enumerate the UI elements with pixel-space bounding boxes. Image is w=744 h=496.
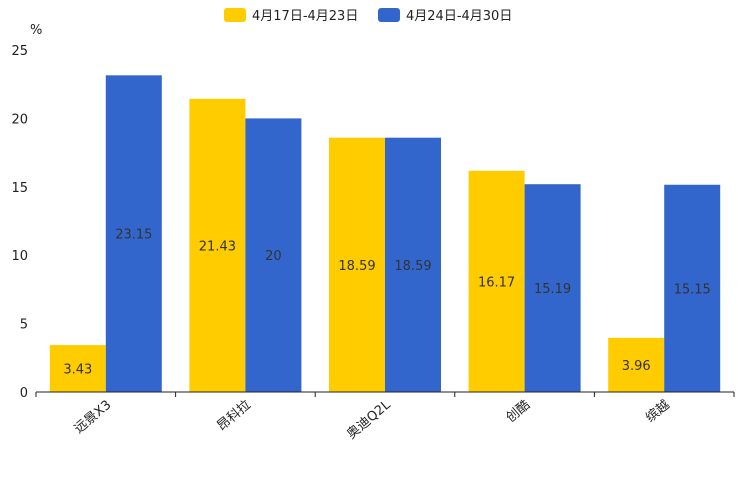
bar-1 bbox=[189, 98, 246, 393]
y-tick-label: 20 bbox=[11, 112, 28, 127]
y-tick-label: 15 bbox=[11, 181, 28, 196]
bar-2 bbox=[385, 137, 441, 392]
data-label: 18.59 bbox=[394, 259, 431, 274]
data-label: 23.15 bbox=[115, 228, 152, 243]
y-tick-label: 25 bbox=[11, 44, 28, 59]
bar-2 bbox=[664, 184, 721, 392]
bar-1 bbox=[329, 137, 385, 392]
data-label: 21.43 bbox=[199, 239, 236, 254]
data-labels: 3.43 23.15 21.43 20 18.59 18.59 16.17 15.19 3.96… bbox=[63, 228, 710, 378]
x-tick-label: 昂科拉 bbox=[214, 398, 254, 435]
data-label: 16.17 bbox=[478, 275, 515, 290]
bar-1 bbox=[608, 337, 665, 392]
bars bbox=[49, 75, 721, 393]
x-tick-label: 奥迪Q2L bbox=[344, 397, 394, 442]
y-tick-label: 0 bbox=[20, 386, 28, 401]
bar-2 bbox=[105, 75, 162, 393]
y-tick-label: 5 bbox=[20, 318, 28, 333]
x-tick-label: 创酷 bbox=[504, 398, 534, 426]
bar-1 bbox=[49, 345, 106, 392]
legend: 4月17日-4月23日 4月24日-4月30日 bbox=[224, 8, 512, 24]
data-label: 20 bbox=[265, 249, 282, 264]
data-label: 3.96 bbox=[622, 359, 651, 374]
bar-2 bbox=[524, 184, 581, 392]
x-tick-label: 缤越 bbox=[643, 397, 673, 426]
data-label: 3.43 bbox=[63, 363, 92, 378]
data-label: 18.59 bbox=[338, 259, 375, 274]
legend-swatch bbox=[224, 8, 246, 22]
data-label: 15.19 bbox=[534, 282, 571, 297]
bar-2 bbox=[245, 118, 302, 393]
y-tick-label: 10 bbox=[11, 249, 28, 264]
legend-label: 4月17日-4月23日 bbox=[252, 9, 358, 24]
legend-swatch bbox=[378, 8, 400, 22]
y-axis-unit-label: % bbox=[30, 23, 42, 38]
data-label: 15.15 bbox=[674, 282, 711, 297]
y-axis: 0 5 10 15 20 25 bbox=[11, 44, 28, 401]
legend-label: 4月24日-4月30日 bbox=[406, 9, 512, 24]
bar-1 bbox=[468, 170, 525, 392]
x-tick-label: 远景X3 bbox=[72, 398, 115, 437]
x-axis: 远景X3 昂科拉 奥迪Q2L 创酷 缤越 bbox=[35, 391, 735, 442]
